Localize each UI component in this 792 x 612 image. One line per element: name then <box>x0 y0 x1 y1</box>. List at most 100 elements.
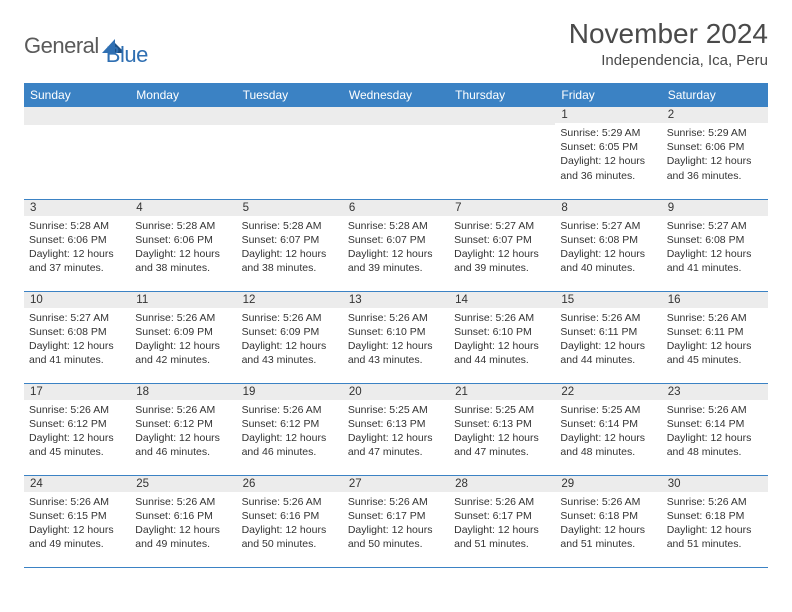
day-number: 15 <box>555 292 661 308</box>
day-number: 10 <box>24 292 130 308</box>
day-details: Sunrise: 5:26 AMSunset: 6:10 PMDaylight:… <box>449 308 555 372</box>
calendar-cell: 6Sunrise: 5:28 AMSunset: 6:07 PMDaylight… <box>343 199 449 291</box>
calendar-row: 10Sunrise: 5:27 AMSunset: 6:08 PMDayligh… <box>24 291 768 383</box>
calendar-cell: 3Sunrise: 5:28 AMSunset: 6:06 PMDaylight… <box>24 199 130 291</box>
day-number: 2 <box>662 107 768 123</box>
calendar-cell: 26Sunrise: 5:26 AMSunset: 6:16 PMDayligh… <box>237 475 343 567</box>
day-number: 29 <box>555 476 661 492</box>
calendar-cell: 4Sunrise: 5:28 AMSunset: 6:06 PMDaylight… <box>130 199 236 291</box>
day-number: 23 <box>662 384 768 400</box>
location-subtitle: Independencia, Ica, Peru <box>569 52 768 69</box>
weekday-monday: Monday <box>130 83 236 107</box>
day-details: Sunrise: 5:26 AMSunset: 6:18 PMDaylight:… <box>555 492 661 556</box>
day-details: Sunrise: 5:27 AMSunset: 6:07 PMDaylight:… <box>449 216 555 280</box>
calendar-cell: 17Sunrise: 5:26 AMSunset: 6:12 PMDayligh… <box>24 383 130 475</box>
page-title: November 2024 <box>569 18 768 50</box>
day-number: 16 <box>662 292 768 308</box>
calendar-table: Sunday Monday Tuesday Wednesday Thursday… <box>24 83 768 568</box>
calendar-cell: 24Sunrise: 5:26 AMSunset: 6:15 PMDayligh… <box>24 475 130 567</box>
calendar-cell: 27Sunrise: 5:26 AMSunset: 6:17 PMDayligh… <box>343 475 449 567</box>
day-details: Sunrise: 5:25 AMSunset: 6:13 PMDaylight:… <box>449 400 555 464</box>
day-details: Sunrise: 5:26 AMSunset: 6:12 PMDaylight:… <box>24 400 130 464</box>
weekday-header-row: Sunday Monday Tuesday Wednesday Thursday… <box>24 83 768 107</box>
day-details: Sunrise: 5:27 AMSunset: 6:08 PMDaylight:… <box>555 216 661 280</box>
day-number: 18 <box>130 384 236 400</box>
calendar-cell: 12Sunrise: 5:26 AMSunset: 6:09 PMDayligh… <box>237 291 343 383</box>
calendar-cell: 21Sunrise: 5:25 AMSunset: 6:13 PMDayligh… <box>449 383 555 475</box>
calendar-cell: 13Sunrise: 5:26 AMSunset: 6:10 PMDayligh… <box>343 291 449 383</box>
day-number <box>24 107 130 125</box>
day-details: Sunrise: 5:26 AMSunset: 6:09 PMDaylight:… <box>237 308 343 372</box>
day-number: 12 <box>237 292 343 308</box>
day-number: 3 <box>24 200 130 216</box>
day-details: Sunrise: 5:26 AMSunset: 6:15 PMDaylight:… <box>24 492 130 556</box>
calendar-cell: 1Sunrise: 5:29 AMSunset: 6:05 PMDaylight… <box>555 107 661 199</box>
calendar-row: 1Sunrise: 5:29 AMSunset: 6:05 PMDaylight… <box>24 107 768 199</box>
day-number: 1 <box>555 107 661 123</box>
logo-text-blue: Blue <box>106 24 148 68</box>
calendar-cell: 28Sunrise: 5:26 AMSunset: 6:17 PMDayligh… <box>449 475 555 567</box>
day-details: Sunrise: 5:27 AMSunset: 6:08 PMDaylight:… <box>662 216 768 280</box>
day-details: Sunrise: 5:29 AMSunset: 6:06 PMDaylight:… <box>662 123 768 187</box>
day-details: Sunrise: 5:28 AMSunset: 6:06 PMDaylight:… <box>24 216 130 280</box>
day-number: 27 <box>343 476 449 492</box>
day-details: Sunrise: 5:29 AMSunset: 6:05 PMDaylight:… <box>555 123 661 187</box>
day-number: 25 <box>130 476 236 492</box>
calendar-cell: 25Sunrise: 5:26 AMSunset: 6:16 PMDayligh… <box>130 475 236 567</box>
header: General Blue November 2024 Independencia… <box>24 18 768 69</box>
calendar-cell: 11Sunrise: 5:26 AMSunset: 6:09 PMDayligh… <box>130 291 236 383</box>
calendar-cell: 20Sunrise: 5:25 AMSunset: 6:13 PMDayligh… <box>343 383 449 475</box>
day-details: Sunrise: 5:26 AMSunset: 6:12 PMDaylight:… <box>130 400 236 464</box>
day-details: Sunrise: 5:27 AMSunset: 6:08 PMDaylight:… <box>24 308 130 372</box>
day-number <box>237 107 343 125</box>
calendar-cell: 30Sunrise: 5:26 AMSunset: 6:18 PMDayligh… <box>662 475 768 567</box>
day-number: 13 <box>343 292 449 308</box>
calendar-cell <box>24 107 130 199</box>
day-details: Sunrise: 5:26 AMSunset: 6:16 PMDaylight:… <box>237 492 343 556</box>
day-number <box>130 107 236 125</box>
day-details: Sunrise: 5:26 AMSunset: 6:11 PMDaylight:… <box>555 308 661 372</box>
calendar-cell <box>343 107 449 199</box>
calendar-cell: 10Sunrise: 5:27 AMSunset: 6:08 PMDayligh… <box>24 291 130 383</box>
day-details: Sunrise: 5:28 AMSunset: 6:07 PMDaylight:… <box>343 216 449 280</box>
calendar-row: 24Sunrise: 5:26 AMSunset: 6:15 PMDayligh… <box>24 475 768 567</box>
calendar-cell <box>449 107 555 199</box>
logo: General Blue <box>24 18 148 68</box>
title-block: November 2024 Independencia, Ica, Peru <box>569 18 768 69</box>
weekday-friday: Friday <box>555 83 661 107</box>
day-number: 24 <box>24 476 130 492</box>
calendar-cell: 29Sunrise: 5:26 AMSunset: 6:18 PMDayligh… <box>555 475 661 567</box>
day-details: Sunrise: 5:26 AMSunset: 6:17 PMDaylight:… <box>449 492 555 556</box>
day-details: Sunrise: 5:26 AMSunset: 6:16 PMDaylight:… <box>130 492 236 556</box>
day-details: Sunrise: 5:26 AMSunset: 6:17 PMDaylight:… <box>343 492 449 556</box>
calendar-cell: 5Sunrise: 5:28 AMSunset: 6:07 PMDaylight… <box>237 199 343 291</box>
day-details: Sunrise: 5:28 AMSunset: 6:06 PMDaylight:… <box>130 216 236 280</box>
calendar-cell: 23Sunrise: 5:26 AMSunset: 6:14 PMDayligh… <box>662 383 768 475</box>
day-number: 22 <box>555 384 661 400</box>
calendar-cell <box>130 107 236 199</box>
day-details: Sunrise: 5:25 AMSunset: 6:14 PMDaylight:… <box>555 400 661 464</box>
calendar-cell: 18Sunrise: 5:26 AMSunset: 6:12 PMDayligh… <box>130 383 236 475</box>
day-number: 30 <box>662 476 768 492</box>
calendar-cell: 7Sunrise: 5:27 AMSunset: 6:07 PMDaylight… <box>449 199 555 291</box>
calendar-cell: 8Sunrise: 5:27 AMSunset: 6:08 PMDaylight… <box>555 199 661 291</box>
calendar-cell: 14Sunrise: 5:26 AMSunset: 6:10 PMDayligh… <box>449 291 555 383</box>
weekday-saturday: Saturday <box>662 83 768 107</box>
day-number <box>449 107 555 125</box>
day-number: 28 <box>449 476 555 492</box>
day-details: Sunrise: 5:26 AMSunset: 6:18 PMDaylight:… <box>662 492 768 556</box>
calendar-row: 3Sunrise: 5:28 AMSunset: 6:06 PMDaylight… <box>24 199 768 291</box>
calendar-cell: 19Sunrise: 5:26 AMSunset: 6:12 PMDayligh… <box>237 383 343 475</box>
day-number: 17 <box>24 384 130 400</box>
calendar-cell: 16Sunrise: 5:26 AMSunset: 6:11 PMDayligh… <box>662 291 768 383</box>
calendar-cell: 2Sunrise: 5:29 AMSunset: 6:06 PMDaylight… <box>662 107 768 199</box>
weekday-tuesday: Tuesday <box>237 83 343 107</box>
day-number: 4 <box>130 200 236 216</box>
calendar-cell: 22Sunrise: 5:25 AMSunset: 6:14 PMDayligh… <box>555 383 661 475</box>
day-details: Sunrise: 5:26 AMSunset: 6:12 PMDaylight:… <box>237 400 343 464</box>
day-number <box>343 107 449 125</box>
day-details: Sunrise: 5:25 AMSunset: 6:13 PMDaylight:… <box>343 400 449 464</box>
day-details: Sunrise: 5:26 AMSunset: 6:14 PMDaylight:… <box>662 400 768 464</box>
day-details: Sunrise: 5:26 AMSunset: 6:10 PMDaylight:… <box>343 308 449 372</box>
weekday-thursday: Thursday <box>449 83 555 107</box>
